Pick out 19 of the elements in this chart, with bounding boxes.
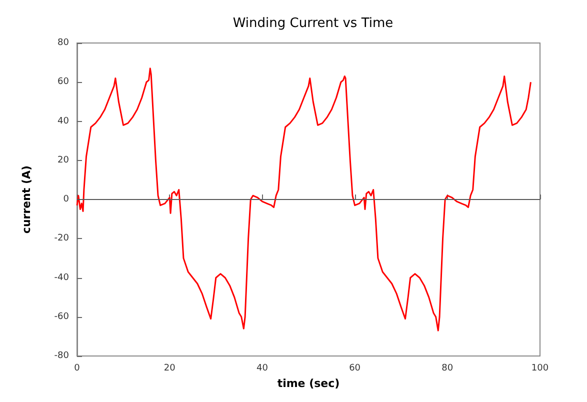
y-tick-label: -20 (54, 234, 70, 244)
x-tick-label: 0 (74, 364, 80, 374)
chart-title: Winding Current vs Time (232, 16, 394, 31)
y-tick-label: 80 (58, 38, 70, 48)
x-tick-label: 20 (164, 364, 176, 374)
y-tick-label: 60 (58, 77, 70, 88)
y-axis-title: current (A) (20, 165, 33, 234)
x-tick-label: 80 (442, 364, 454, 374)
y-tick-label: 20 (58, 155, 70, 166)
y-tick-label: -60 (54, 312, 70, 322)
y-tick-label: -40 (54, 272, 70, 283)
x-tick-label: 100 (531, 364, 549, 374)
y-tick-label: 0 (63, 194, 70, 204)
y-tick-label: 40 (58, 116, 70, 126)
x-tick-label: 60 (349, 364, 361, 374)
x-axis-title: time (sec) (277, 377, 340, 390)
y-tick-label: -80 (54, 351, 70, 361)
line-series (76, 68, 532, 332)
x-tick-label: 40 (256, 364, 268, 374)
